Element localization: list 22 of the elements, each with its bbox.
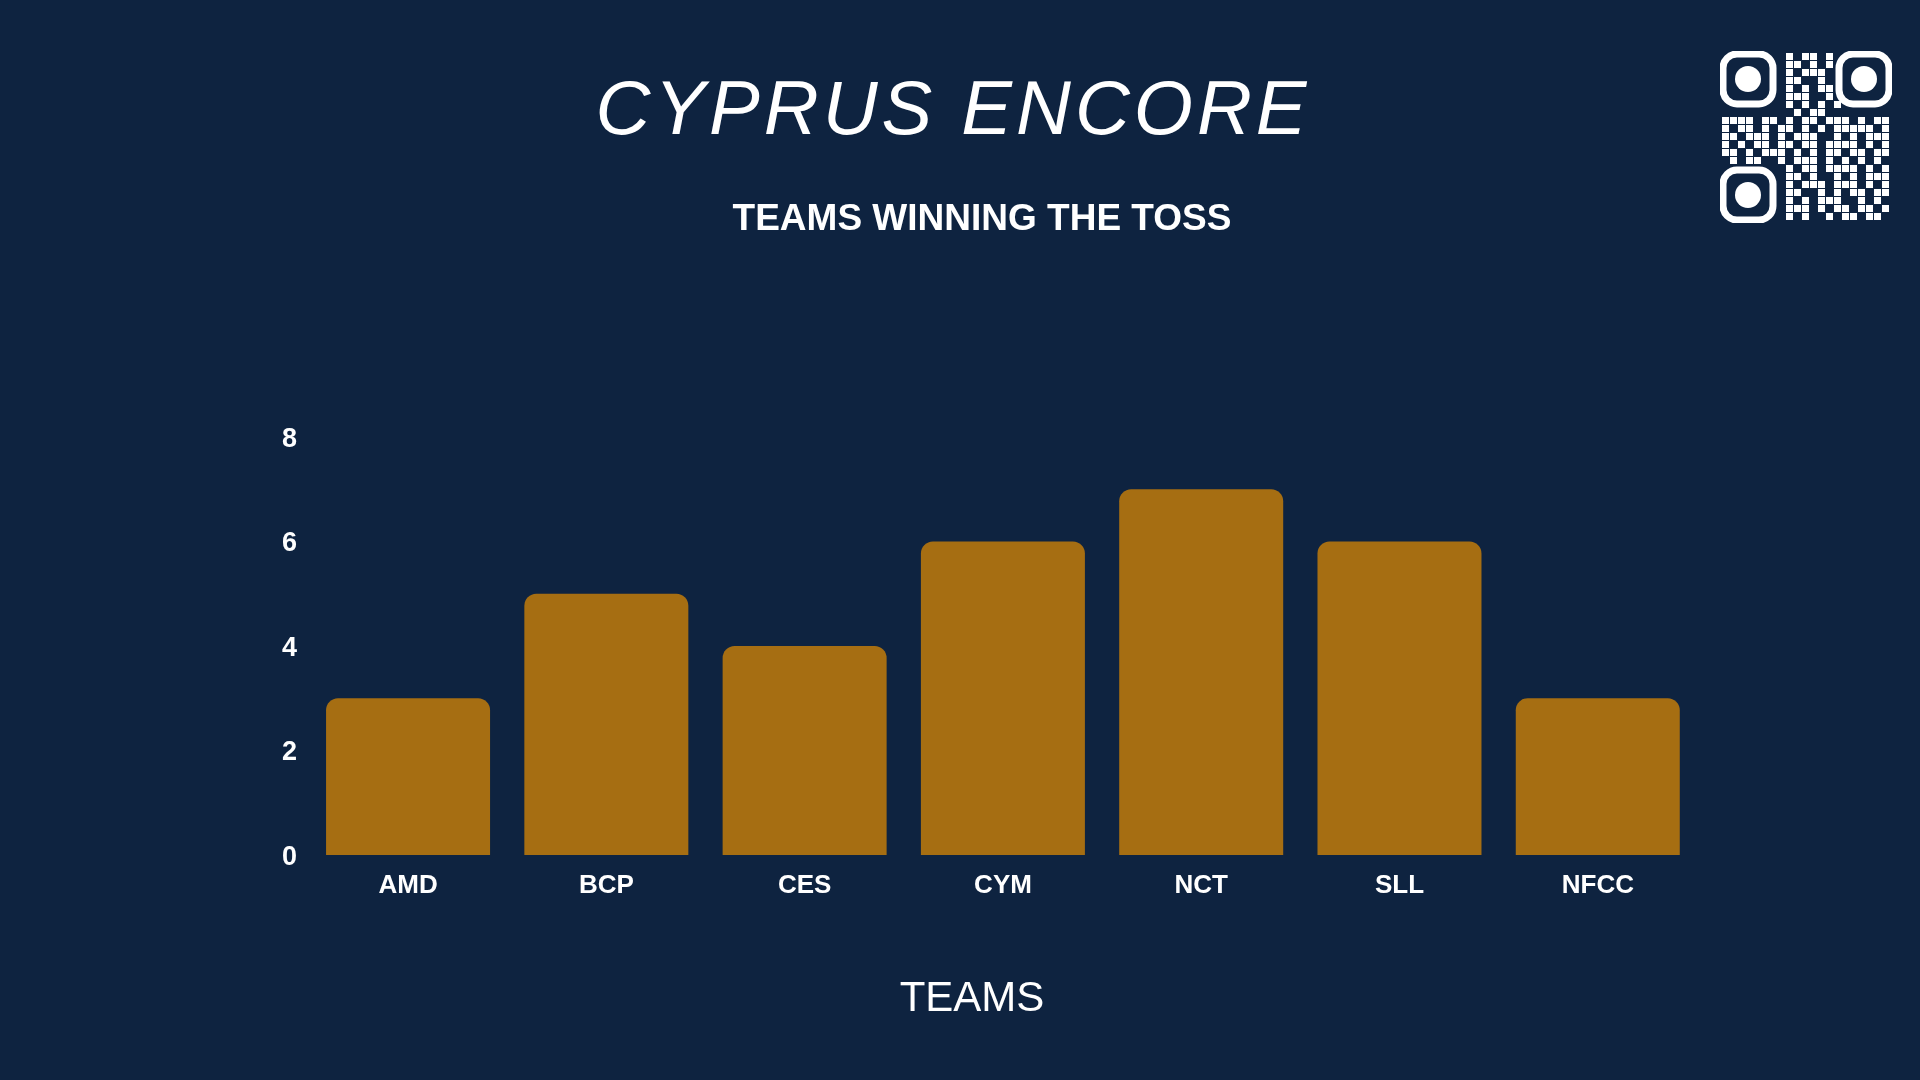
x-tick-label: CES [777,869,832,900]
x-axis-title: TEAMS [898,972,1046,1022]
bar [326,698,491,855]
bar [722,646,887,855]
x-tick-label: AMD [378,869,438,900]
y-tick-label: 2 [281,736,297,767]
y-tick-label: 8 [281,422,297,453]
x-tick-label: SLL [1375,869,1425,900]
bar [1119,489,1284,855]
chart-title: CYPRUS ENCORE [594,64,1312,152]
x-tick-label: NCT [1174,869,1229,900]
y-tick-label: 6 [281,527,297,558]
bar [920,541,1085,855]
x-tick-label: BCP [578,869,634,900]
y-tick-label: 0 [281,840,297,871]
bar [1317,541,1482,855]
y-tick-label: 4 [281,631,297,662]
bar [1515,698,1680,855]
x-tick-label: NFCC [1561,869,1635,900]
bar [524,593,689,855]
chart-subtitle: TEAMS WINNING THE TOSS [731,196,1233,240]
x-tick-label: CYM [974,869,1032,900]
